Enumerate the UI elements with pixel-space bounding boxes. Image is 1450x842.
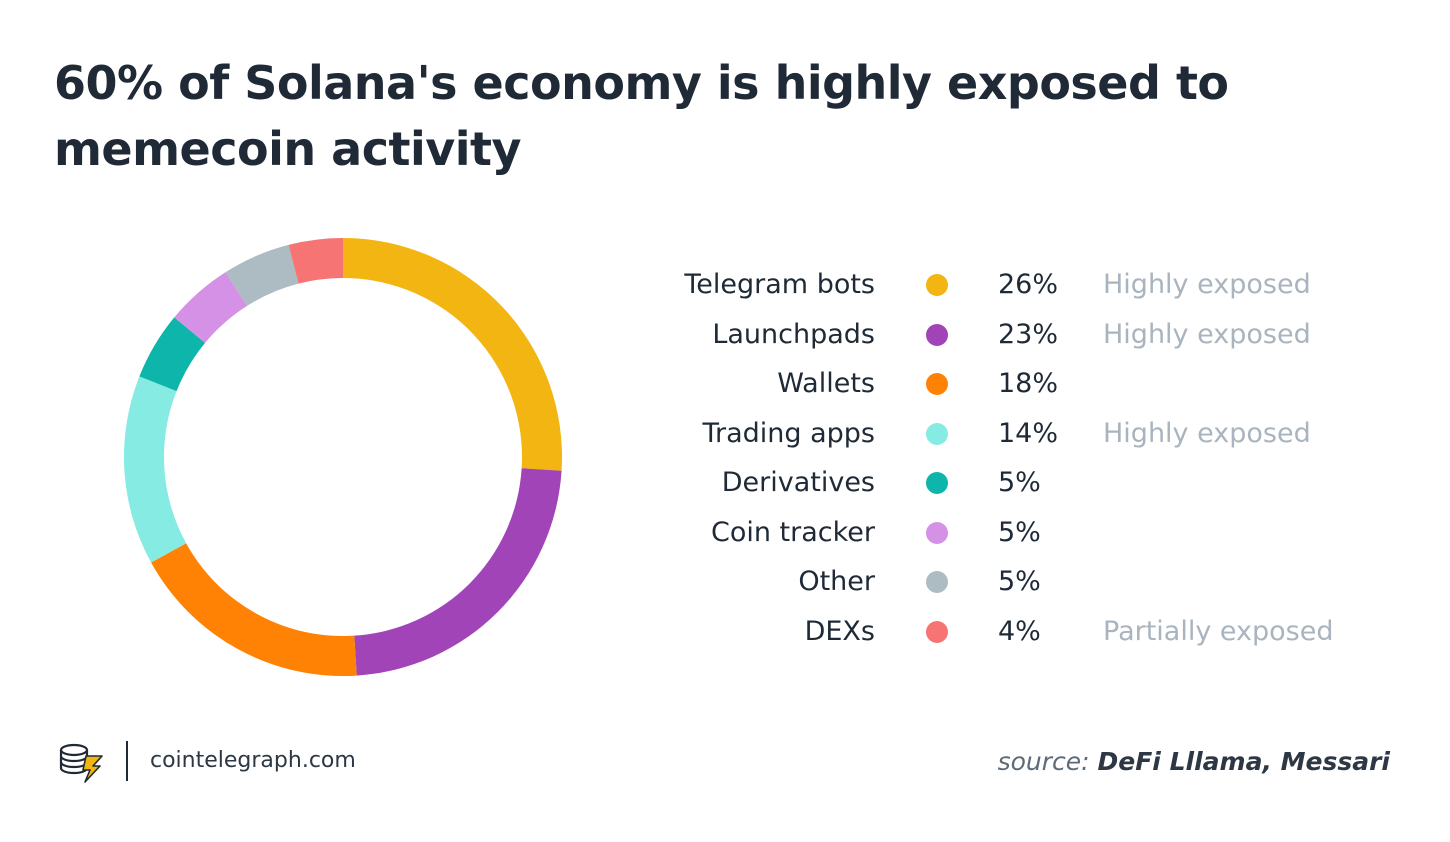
donut-slice-dexs	[288, 238, 343, 284]
chart-title: 60% of Solana's economy is highly expose…	[54, 56, 1229, 176]
donut-slice-trading-apps	[124, 376, 187, 563]
footer-site: cointelegraph.com	[150, 748, 356, 773]
source-prefix: source:	[997, 747, 1090, 776]
donut-slice-launchpads	[354, 468, 562, 676]
source-note: source: DeFi Lllama, Messari	[998, 744, 1390, 780]
footer-divider	[126, 741, 128, 781]
donut-slice-other	[225, 244, 299, 306]
donut-slice-telegram-bots	[343, 238, 562, 471]
donut-slice-wallets	[151, 543, 357, 676]
source-names: DeFi Lllama, Messari	[1097, 747, 1390, 776]
cointelegraph-logo-icon	[56, 740, 106, 789]
donut-slice-derivatives	[139, 317, 206, 392]
donut-slice-coin-tracker	[174, 272, 248, 343]
